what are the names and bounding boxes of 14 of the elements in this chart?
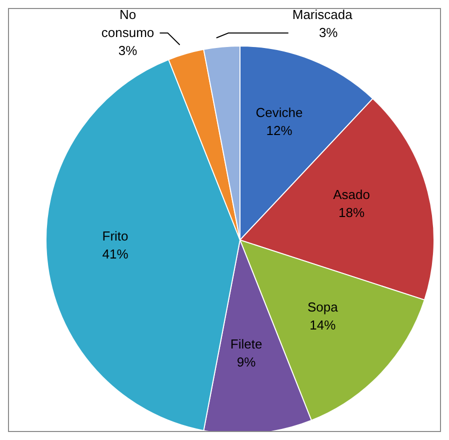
- slice-label: Asado: [333, 188, 370, 203]
- data-label: 14%: [310, 318, 336, 333]
- data-label: 12%: [266, 124, 293, 139]
- slice-label: Mariscada: [292, 7, 354, 22]
- slice-label: Sopa: [307, 300, 339, 315]
- slice-label: No consumo: [101, 7, 154, 40]
- data-label: 3%: [118, 43, 138, 58]
- data-label: 41%: [102, 246, 129, 262]
- data-label: 3%: [318, 25, 338, 40]
- slice-label: Ceviche: [256, 106, 303, 121]
- slice-label: Frito: [102, 228, 128, 244]
- data-label: 9%: [236, 355, 256, 370]
- slice-label: Filete: [230, 337, 262, 352]
- data-label: 18%: [338, 206, 365, 221]
